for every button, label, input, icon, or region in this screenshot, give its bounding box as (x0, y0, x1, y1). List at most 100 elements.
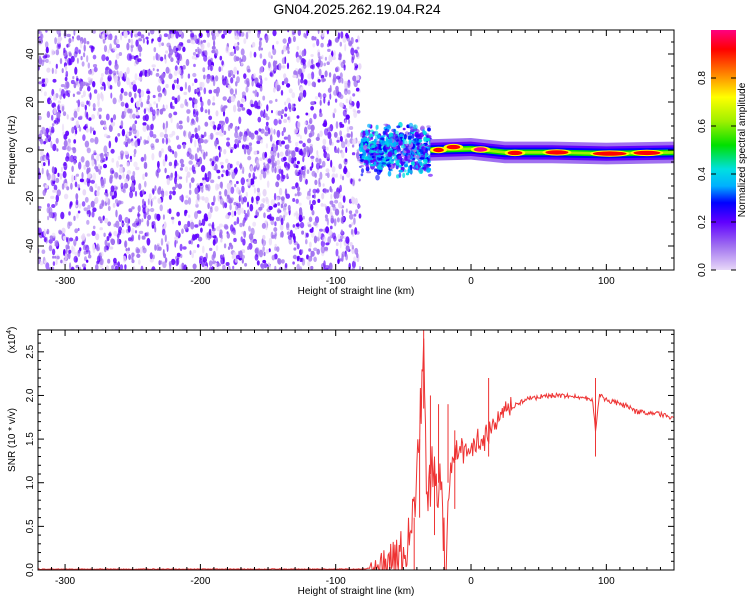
heatmap-cell (355, 75, 360, 81)
colorbar-tick-label: 0.4 (697, 167, 708, 181)
heatmap-cell (313, 235, 318, 244)
heatmap-cell (156, 54, 161, 61)
heatmap-cell (335, 66, 340, 73)
heatmap-cell (165, 137, 168, 145)
heatmap-cell (345, 146, 348, 153)
heatmap-cell (398, 140, 403, 146)
heatmap-cell (165, 120, 169, 129)
heatmap-cell (178, 124, 183, 130)
heatmap-cell (312, 194, 315, 199)
heatmap-cell (194, 132, 199, 140)
heatmap-cell (286, 62, 290, 70)
heatmap-cell (55, 49, 60, 56)
heatmap-cell (354, 227, 358, 235)
heatmap-cell (288, 155, 293, 163)
heatmap-cell (329, 225, 333, 230)
heatmap-cell (128, 254, 132, 260)
heatmap-cell (48, 211, 54, 218)
heatmap-cell (411, 151, 415, 155)
heatmap-cell (336, 217, 340, 223)
heatmap-cell (157, 246, 162, 251)
heatmap-cell (219, 229, 223, 235)
heatmap-cell (257, 116, 262, 123)
heatmap-cell (226, 141, 230, 147)
heatmap-cell (172, 150, 175, 155)
heatmap-cell (80, 81, 84, 89)
heatmap-cell (211, 254, 215, 261)
heatmap-cell (41, 83, 46, 87)
heatmap-cell (75, 199, 79, 206)
heatmap-cell (205, 252, 208, 260)
heatmap-cell (98, 114, 102, 120)
heatmap-cell (106, 152, 110, 158)
heatmap-cell (274, 265, 277, 270)
heatmap-cell (212, 79, 216, 87)
heatmap-cell (338, 201, 343, 209)
heatmap-cell (254, 89, 258, 97)
heatmap-cell (44, 77, 49, 84)
heatmap-cell (267, 158, 272, 164)
heatmap-cell (356, 252, 359, 259)
heatmap-cell (234, 258, 238, 263)
heatmap-cell (130, 175, 135, 182)
heatmap-cell (291, 103, 295, 112)
heatmap-cell (88, 254, 92, 259)
heatmap-cell (73, 110, 78, 119)
heatmap-cell (62, 171, 67, 179)
heatmap-cell (283, 73, 287, 79)
heatmap-cell (296, 213, 299, 219)
heatmap-cell (77, 83, 81, 87)
heatmap-cell (43, 162, 46, 167)
heatmap-cell (413, 149, 417, 153)
heatmap-cell (223, 148, 227, 155)
heatmap-cell (242, 219, 245, 227)
heatmap-cell (84, 196, 89, 203)
heatmap-cell (302, 142, 306, 148)
heatmap-cell (66, 81, 70, 89)
heatmap-cell (296, 164, 299, 169)
heatmap-cell (116, 43, 120, 49)
heatmap-cell (126, 53, 132, 61)
heatmap-cell (63, 93, 66, 99)
heatmap-cell (119, 164, 123, 168)
heatmap-cell (246, 65, 251, 73)
carrier-peak (433, 147, 444, 153)
heatmap-cell (52, 143, 57, 152)
heatmap-cell (194, 233, 198, 240)
heatmap-cell (108, 140, 112, 149)
heatmap-cell (195, 88, 199, 93)
heatmap-cell (162, 214, 165, 220)
heatmap-cell (48, 60, 52, 65)
heatmap-cell (78, 49, 81, 55)
heatmap-cell (237, 140, 241, 144)
heatmap-cell (165, 190, 168, 196)
heatmap-cell (159, 56, 164, 62)
heatmap-cell (223, 30, 228, 36)
heatmap-cell (386, 125, 392, 130)
heatmap-cell (358, 63, 362, 70)
heatmap-cell (336, 75, 341, 80)
heatmap-cell (318, 158, 322, 165)
heatmap-cell (249, 50, 252, 59)
heatmap-cell (100, 92, 103, 99)
heatmap-cell (351, 267, 355, 270)
heatmap-cell (266, 162, 270, 170)
heatmap-cell (240, 48, 245, 56)
heatmap-cell (121, 128, 126, 137)
heatmap-cell (170, 57, 174, 63)
heatmap-cell (220, 239, 223, 243)
heatmap-cell (329, 137, 332, 146)
heatmap-cell (183, 91, 188, 96)
heatmap-cell (320, 240, 325, 248)
heatmap-cell (143, 211, 147, 220)
y-tick-label: 1.5 (25, 432, 36, 446)
snr-series (38, 330, 674, 570)
heatmap-cell (179, 243, 183, 252)
heatmap-cell (301, 230, 305, 235)
heatmap-cell (222, 256, 225, 264)
heatmap-cell (252, 73, 257, 79)
heatmap-cell (200, 100, 204, 108)
heatmap-cell (143, 153, 147, 162)
heatmap-cell (296, 133, 301, 137)
heatmap-cell (103, 245, 107, 253)
